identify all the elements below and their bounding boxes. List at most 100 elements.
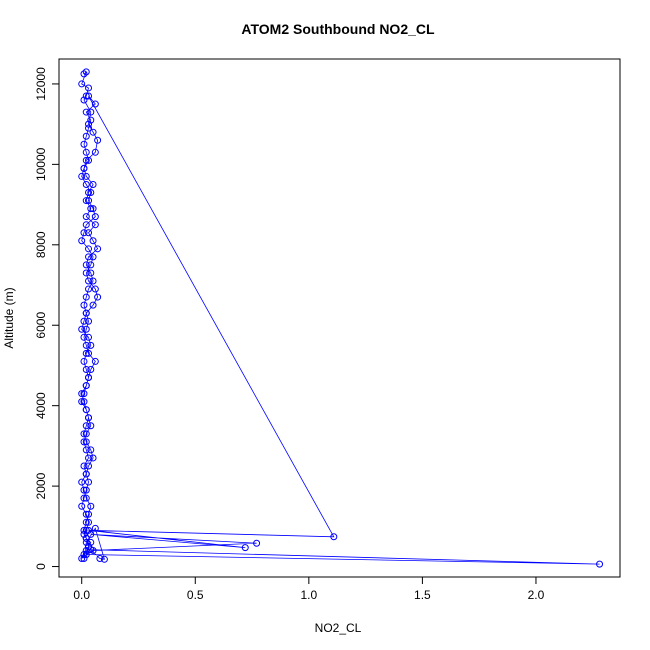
data-point bbox=[89, 237, 97, 245]
data-point bbox=[91, 221, 99, 229]
x-axis-label: NO2_CL bbox=[315, 621, 362, 635]
data-point bbox=[91, 285, 99, 293]
data-point bbox=[91, 100, 99, 108]
data-point bbox=[82, 470, 90, 478]
data-point bbox=[596, 560, 604, 568]
data-point bbox=[80, 333, 88, 341]
data-point bbox=[85, 156, 93, 164]
data-point bbox=[82, 494, 90, 502]
data-point bbox=[80, 494, 88, 502]
y-tick-label: 8000 bbox=[34, 231, 48, 258]
x-tick-label: 0.0 bbox=[73, 588, 90, 602]
data-point bbox=[85, 120, 93, 128]
data-point bbox=[78, 237, 86, 245]
data-point bbox=[89, 277, 97, 285]
data-point bbox=[80, 486, 88, 494]
data-point bbox=[89, 180, 97, 188]
data-point bbox=[82, 349, 90, 357]
data-point bbox=[87, 502, 95, 510]
data-point bbox=[82, 438, 90, 446]
data-point bbox=[80, 398, 88, 406]
data-point bbox=[85, 317, 93, 325]
data-point bbox=[85, 526, 93, 534]
data-point bbox=[80, 550, 88, 558]
data-point bbox=[82, 365, 90, 373]
data-point bbox=[87, 530, 95, 538]
y-tick-label: 4000 bbox=[34, 392, 48, 419]
data-point bbox=[85, 462, 93, 470]
data-point bbox=[80, 530, 88, 538]
data-point bbox=[85, 454, 93, 462]
data-point bbox=[91, 213, 99, 221]
y-axis: 0 2000 4000 6000 8000 10000 12000 bbox=[34, 67, 60, 570]
data-point bbox=[78, 555, 86, 562]
x-tick-label: 1.0 bbox=[300, 588, 317, 602]
data-point bbox=[82, 446, 90, 454]
data-point bbox=[89, 205, 97, 213]
data-point bbox=[80, 438, 88, 446]
data-point bbox=[85, 510, 93, 518]
data-point bbox=[87, 546, 95, 554]
data-point bbox=[82, 261, 90, 269]
data-point bbox=[91, 524, 99, 532]
data-point bbox=[85, 285, 93, 293]
x-tick-label: 1.5 bbox=[414, 588, 431, 602]
data-point bbox=[82, 486, 90, 494]
data-point bbox=[253, 539, 261, 547]
data-point bbox=[87, 189, 95, 197]
data-point bbox=[82, 68, 90, 76]
data-point bbox=[85, 277, 93, 285]
series-line bbox=[81, 71, 600, 565]
data-point bbox=[85, 197, 93, 205]
data-point bbox=[82, 518, 90, 526]
x-axis: 0.0 0.5 1.0 1.5 2.0 bbox=[73, 576, 545, 602]
data-point bbox=[91, 148, 99, 156]
data-point bbox=[87, 108, 95, 116]
y-tick-label: 10000 bbox=[34, 147, 48, 181]
data-point bbox=[89, 253, 97, 261]
data-point bbox=[85, 253, 93, 261]
y-axis-label: Altitude (m) bbox=[2, 287, 16, 348]
series-layer bbox=[78, 68, 604, 568]
data-point bbox=[330, 533, 338, 541]
data-point bbox=[89, 301, 97, 309]
data-point bbox=[85, 189, 93, 197]
data-point bbox=[82, 382, 90, 390]
data-point bbox=[82, 422, 90, 430]
data-point bbox=[80, 301, 88, 309]
x-tick-label: 2.0 bbox=[528, 588, 545, 602]
x-tick-label: 0.5 bbox=[187, 588, 204, 602]
data-point bbox=[85, 229, 93, 237]
data-point bbox=[94, 293, 102, 301]
data-point bbox=[87, 269, 95, 277]
data-point bbox=[82, 269, 90, 277]
data-point bbox=[80, 70, 88, 78]
data-point bbox=[82, 221, 90, 229]
data-point bbox=[82, 108, 90, 116]
data-point bbox=[82, 546, 90, 554]
data-point bbox=[78, 398, 86, 406]
data-point bbox=[87, 422, 95, 430]
data-point bbox=[80, 357, 88, 365]
data-point bbox=[87, 446, 95, 454]
data-point bbox=[82, 197, 90, 205]
data-point bbox=[91, 357, 99, 365]
data-point bbox=[85, 349, 93, 357]
data-point bbox=[78, 80, 86, 88]
y-tick-label: 6000 bbox=[34, 312, 48, 339]
data-point bbox=[87, 205, 95, 213]
data-point bbox=[82, 550, 90, 558]
data-point bbox=[80, 430, 88, 438]
data-point bbox=[82, 341, 90, 349]
data-point bbox=[82, 180, 90, 188]
data-point bbox=[82, 293, 90, 301]
data-point bbox=[82, 132, 90, 140]
data-point bbox=[82, 510, 90, 518]
data-point bbox=[94, 245, 102, 253]
plot-frame bbox=[58, 58, 621, 578]
data-point bbox=[82, 534, 90, 542]
data-point bbox=[89, 128, 97, 136]
data-point bbox=[80, 526, 88, 534]
data-point bbox=[78, 478, 86, 486]
